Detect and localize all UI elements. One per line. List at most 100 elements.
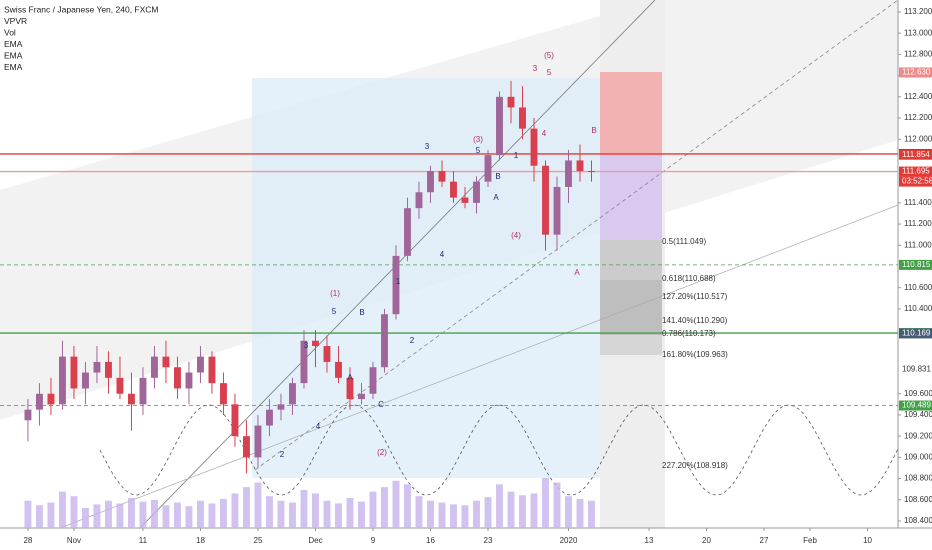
- candle-body: [266, 409, 273, 426]
- legend-item: EMA: [4, 39, 23, 49]
- candle-body: [530, 128, 538, 166]
- volume-bar: [82, 508, 89, 528]
- legend-item: Swiss Franc / Japanese Yen, 240, FXCM: [4, 4, 159, 14]
- candle-body: [82, 372, 89, 389]
- wave-label: (5): [544, 51, 554, 60]
- y-tick-label: 109.400: [904, 410, 932, 419]
- wave-label: 3: [533, 64, 538, 73]
- legend-item: VPVR: [4, 16, 27, 26]
- wave-label: B: [495, 172, 500, 181]
- volume-bar: [208, 503, 216, 528]
- price-label: 110.169: [902, 329, 931, 338]
- volume-bar: [231, 493, 239, 528]
- y-tick-label: 110.400: [904, 304, 932, 313]
- candle-body: [507, 96, 515, 108]
- volume-bar: [392, 480, 400, 528]
- wave-label: A: [574, 268, 580, 277]
- candle-body: [381, 314, 388, 368]
- range-box: [252, 78, 600, 478]
- volume-bar: [312, 493, 319, 528]
- candle-body: [519, 107, 526, 129]
- price-label-bg: [899, 259, 932, 270]
- y-tick-label: 111.000: [904, 240, 932, 249]
- fib-label: 0.786(110.173): [662, 329, 716, 338]
- countdown: 03:52:58: [902, 177, 932, 186]
- volume-bar: [507, 491, 515, 528]
- y-tick-label: 112.200: [904, 113, 932, 122]
- wave-label: A: [347, 373, 353, 382]
- candle-body: [70, 356, 78, 389]
- candle-body: [24, 409, 32, 421]
- wave-label: 2: [280, 450, 285, 459]
- fib-label: 161.80%(109.963): [662, 350, 728, 359]
- volume-bar: [335, 503, 342, 528]
- volume-bar: [438, 502, 446, 528]
- candle-body: [243, 436, 250, 458]
- price-label-bg: [899, 328, 932, 339]
- y-tick-label: 108.800: [904, 474, 932, 483]
- wave-label: 1: [514, 151, 519, 160]
- wave-label: (1): [330, 289, 340, 298]
- x-tick-label: Dec: [308, 536, 322, 545]
- x-tick-label: 18: [196, 536, 205, 545]
- wave-label: 4: [316, 422, 321, 431]
- volume-bar: [266, 496, 273, 528]
- x-tick-label: 28: [23, 536, 32, 545]
- candle-body: [404, 208, 411, 256]
- x-tick-label: 2020: [560, 536, 578, 545]
- wave-label: (2): [377, 448, 387, 457]
- candle-body: [484, 155, 492, 182]
- price-label: 109.831: [902, 364, 931, 373]
- candle-body: [208, 356, 216, 384]
- y-tick-label: 109.000: [904, 452, 932, 461]
- wave-label: 5: [332, 307, 337, 316]
- fib-label: 0.5(111.049): [662, 237, 707, 246]
- volume-bar: [427, 500, 434, 528]
- volume-bar: [484, 497, 492, 528]
- volume-bar: [174, 502, 181, 528]
- candle-body: [231, 404, 239, 437]
- volume-bar: [553, 482, 561, 528]
- legend-item: Vol: [4, 27, 16, 37]
- candle-body: [254, 425, 262, 458]
- y-tick-label: 108.600: [904, 495, 932, 504]
- target-box: [600, 155, 662, 240]
- legend: Swiss Franc / Japanese Yen, 240, FXCM VPV…: [4, 4, 159, 72]
- candle-body: [197, 356, 204, 373]
- fib-label: 0.618(110.688): [662, 274, 716, 283]
- wave-label: 5: [476, 146, 481, 155]
- candle-body: [438, 171, 446, 182]
- candle-body: [174, 367, 181, 389]
- volume-bar: [496, 484, 503, 528]
- volume-bar: [576, 498, 584, 528]
- price-label-bg: [899, 364, 932, 375]
- candle-body: [47, 393, 55, 405]
- candle-body: [473, 181, 480, 203]
- price-label: 112.630: [902, 68, 931, 77]
- volume-bar: [542, 478, 549, 528]
- candle-body: [289, 383, 296, 405]
- stop-box: [600, 72, 662, 155]
- candle-body: [128, 393, 135, 405]
- price-label-bg: [899, 400, 932, 411]
- volume-bar: [139, 501, 147, 528]
- wave-label: B: [359, 308, 364, 317]
- candle-body: [461, 197, 469, 203]
- candle-body: [116, 377, 124, 394]
- price-label-bg: [899, 166, 932, 177]
- volume-bar: [473, 500, 480, 528]
- wave-label: C: [378, 400, 384, 409]
- candle-body: [565, 160, 572, 187]
- x-tick-label: 10: [863, 536, 872, 545]
- volume-bar: [70, 496, 78, 528]
- y-tick-label: 111.400: [904, 198, 932, 207]
- volume-bar: [93, 504, 101, 528]
- candle-body: [427, 171, 434, 193]
- candle-body: [346, 377, 354, 400]
- candle-body: [35, 393, 43, 410]
- price-label-bg: [899, 149, 932, 160]
- volume-bar: [47, 502, 55, 528]
- x-tick-label: 11: [139, 536, 148, 545]
- y-tick-label: 109.200: [904, 431, 932, 440]
